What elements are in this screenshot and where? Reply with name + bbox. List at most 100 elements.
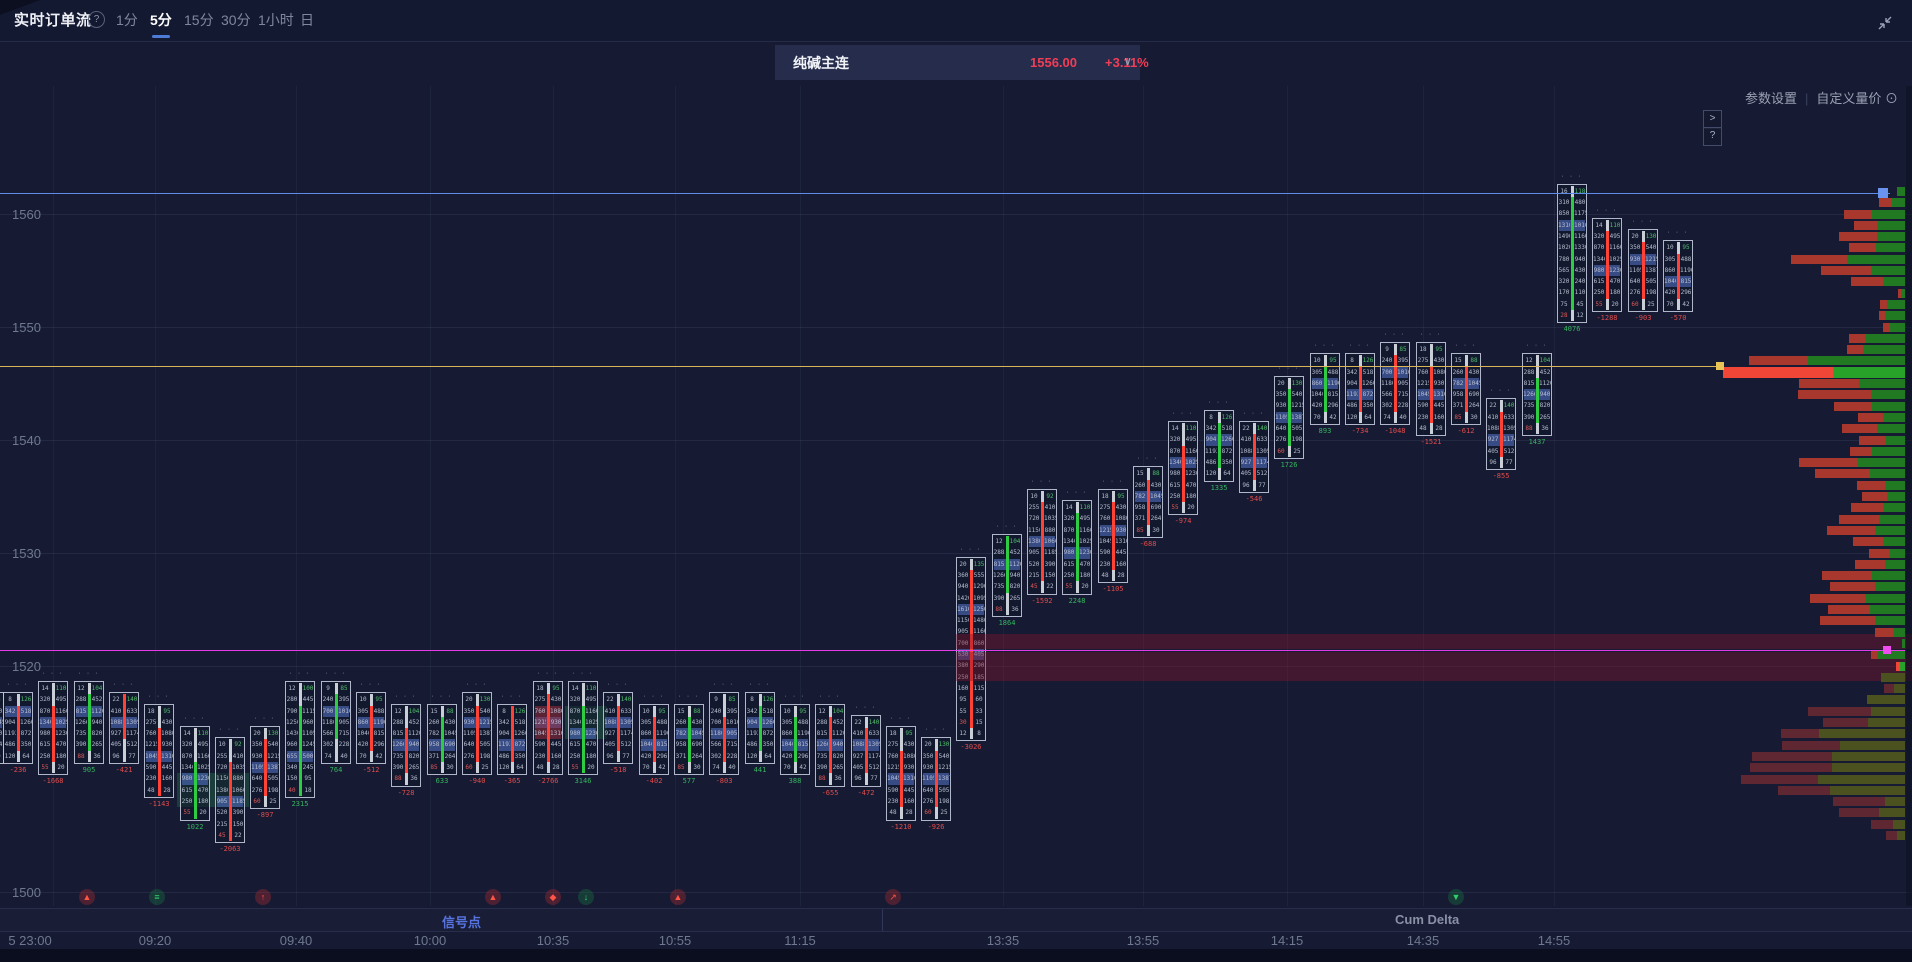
- footprint-candle[interactable]: 14 110 320 495 870 1160 1340 1025 980 1230 615 470 2…: [38, 680, 68, 776]
- bid-volume-cell: 22: [606, 696, 614, 704]
- signal-point-icon[interactable]: ↓: [578, 889, 594, 905]
- footprint-candle[interactable]: 18 95 275 430 760 1080 1215 930 1045 1310 590 445 23…: [533, 680, 563, 776]
- footprint-candle[interactable]: 9 85 240 395 700 1010 1180 905 566 715 302 228 74 40: [321, 680, 351, 765]
- signal-point-icon[interactable]: ◆: [545, 889, 561, 905]
- symbol-selector[interactable]: 纯碱主连 1556.00 +3.11% ∨: [775, 45, 1149, 80]
- footprint-candle[interactable]: 8 126 342 518 904 1260 1193 872 486 350 120 64: [1204, 409, 1234, 482]
- candle-body: [369, 705, 373, 751]
- footprint-candle[interactable]: 12 104 288 452 815 1120 1266 940 735 820 390 265 88 3…: [992, 534, 1022, 618]
- candle-top-markers: · · ·: [855, 703, 877, 711]
- footprint-candle[interactable]: 10 95 305 488 860 1190 1040 815 420 296 70 42: [780, 703, 810, 776]
- footprint-candle[interactable]: 12 104 288 452 815 1120 1266 940 735 820 390 265 88 3…: [391, 703, 421, 787]
- ask-volume-cell: 512: [868, 764, 880, 772]
- bid-volume-cell: 1105: [1275, 413, 1287, 421]
- tab-15分[interactable]: 15分: [184, 12, 214, 28]
- candle-body: [87, 694, 91, 751]
- signal-point-icon[interactable]: ▲: [670, 889, 686, 905]
- signal-point-icon[interactable]: ↗: [885, 889, 901, 905]
- settings-button[interactable]: 参数设置: [1744, 91, 1797, 106]
- signal-point-icon[interactable]: ▲: [485, 889, 501, 905]
- help-icon[interactable]: ?: [88, 11, 105, 28]
- footprint-candle[interactable]: 20 130 350 540 930 1215 1105 1387 640 505 276 198 60…: [250, 726, 280, 810]
- footprint-candle[interactable]: 10 95 305 488 860 1190 1040 815 420 296 70 42: [1663, 240, 1693, 313]
- tab-5分[interactable]: 5分: [150, 12, 172, 38]
- bid-volume-cell: 1193: [1346, 391, 1358, 399]
- footprint-candle[interactable]: 15 88 260 430 782 1045 958 690 371 264 85 30: [427, 703, 457, 776]
- tab-1小时[interactable]: 1小时: [258, 12, 294, 28]
- bid-volume-cell: 1180: [1381, 379, 1393, 387]
- panel-help-button[interactable]: ?: [1703, 127, 1722, 146]
- candle-body: [1570, 197, 1574, 311]
- volume-profile-buy-bar: [1871, 390, 1905, 400]
- footprint-candle[interactable]: 14 110 320 495 870 1160 1340 1025 980 1230 615 470 2…: [1168, 421, 1198, 516]
- footprint-candle[interactable]: 18 95 275 430 760 1080 1215 930 1045 1310 590 445 23…: [1416, 341, 1446, 437]
- footprint-candle[interactable]: 20 130 350 540 930 1215 1105 1387 640 505 276 198 60…: [1628, 228, 1658, 313]
- bid-volume-cell: 10: [642, 707, 650, 715]
- signal-point-icon[interactable]: ↑: [255, 889, 271, 905]
- footprint-candle[interactable]: 12 100 280 445 790 1115 1250 960 1430 1105 960 1245…: [285, 680, 315, 798]
- footprint-candle[interactable]: 8 126 342 518 904 1260 1193 872 486 350 120 64: [1345, 353, 1375, 426]
- footprint-candle[interactable]: 12 104 288 452 815 1120 1266 940 735 820 390 265 88 3…: [74, 680, 104, 765]
- footprint-candle[interactable]: 15 88 260 430 782 1045 958 690 371 264 85 30: [1451, 353, 1481, 426]
- footprint-candle[interactable]: 10 95 305 488 860 1190 1040 815 420 296 70 42: [356, 692, 386, 765]
- footprint-candle[interactable]: 15 88 260 430 782 1045 958 690 371 264 85 30: [1133, 466, 1163, 539]
- footprint-candle[interactable]: 12 104 288 452 815 1120 1266 940 735 820 390 265 88 3…: [815, 703, 845, 787]
- bid-volume-cell: 1193: [4, 730, 16, 738]
- footprint-candle[interactable]: 14 110 320 495 870 1160 1340 1025 980 1230 615 470 2…: [568, 680, 598, 776]
- ask-volume-cell: 95: [1435, 345, 1443, 353]
- footprint-candle[interactable]: 15 88 260 430 782 1045 958 690 371 264 85 30: [674, 703, 704, 776]
- signal-point-icon[interactable]: ≡: [149, 889, 165, 905]
- footprint-candle[interactable]: 9 85 240 395 700 1010 1180 905 566 715 302 228 74 40: [1380, 341, 1410, 426]
- signal-point-icon[interactable]: ▼: [1448, 889, 1464, 905]
- signal-point-icon[interactable]: ▲: [79, 889, 95, 905]
- ask-volume-cell: 1310: [903, 775, 915, 783]
- cum-delta-label[interactable]: Cum Delta: [1395, 912, 1460, 927]
- footprint-candle[interactable]: 10 95 305 488 860 1190 1040 815 420 296 70 42: [1310, 353, 1340, 426]
- bid-volume-cell: 980: [181, 775, 193, 783]
- footprint-candle[interactable]: 10 95 305 488 860 1190 1040 815 420 296 70 42: [639, 703, 669, 776]
- footprint-candle[interactable]: 12 104 288 452 815 1120 1266 940 735 820 390 265 88 3…: [1522, 353, 1552, 437]
- footprint-candle[interactable]: 20 130 350 540 930 1215 1105 1387 640 505 276 198 60…: [921, 737, 951, 821]
- ask-volume-cell: 872: [1362, 391, 1374, 399]
- ask-volume-cell: 1080: [1115, 515, 1127, 523]
- volume-profile-sell-bar: [1752, 751, 1832, 761]
- footprint-candle[interactable]: 16 118 310 480 850 1175 1310 1010 1490 1160 1020 13…: [1557, 183, 1587, 324]
- footprint-candle[interactable]: 14 110 320 495 870 1160 1340 1025 980 1230 615 470 2…: [1062, 500, 1092, 595]
- ask-volume-cell: 1230: [1609, 266, 1621, 274]
- footprint-candle[interactable]: 8 126 342 518 904 1260 1193 872 486 350 120 64: [3, 692, 33, 765]
- bid-volume-cell: 1045: [887, 775, 899, 783]
- footprint-candle[interactable]: 14 110 320 495 870 1160 1340 1025 980 1230 615 470 2…: [180, 726, 210, 821]
- footprint-candle[interactable]: 20 130 350 540 930 1215 1105 1387 640 505 276 198 60…: [462, 692, 492, 776]
- footprint-candle[interactable]: 8 126 342 518 904 1260 1193 872 486 350 120 64: [497, 703, 527, 776]
- alert-price-line-marker[interactable]: [1883, 646, 1891, 654]
- footprint-candle[interactable]: 9 85 240 395 700 1010 1180 905 566 715 302 228 74 40: [709, 692, 739, 776]
- eye-icon[interactable]: ⊙: [1884, 91, 1898, 106]
- signal-points-label[interactable]: 信号点: [442, 915, 482, 930]
- ask-volume-cell: 690: [0, 730, 3, 738]
- footprint-candle[interactable]: 14 110 320 495 870 1160 1340 1025 980 1230 615 470 2…: [1592, 217, 1622, 313]
- collapse-icon[interactable]: [1876, 14, 1894, 32]
- tab-日[interactable]: 日: [300, 12, 314, 28]
- footprint-candle[interactable]: 18 95 275 430 760 1080 1215 930 1045 1310 590 445 23…: [144, 703, 174, 798]
- footprint-candle[interactable]: 20 130 350 540 930 1215 1105 1387 640 505 276 198 60…: [1274, 375, 1304, 459]
- average-price-line-marker[interactable]: [1716, 362, 1724, 370]
- candle-body: [228, 762, 232, 842]
- ask-volume-cell: 1025: [197, 764, 209, 772]
- custom-volume-price-button[interactable]: 自定义量价: [1816, 91, 1882, 106]
- tab-30分[interactable]: 30分: [221, 12, 251, 28]
- tab-1分[interactable]: 1分: [116, 12, 138, 28]
- footprint-candle[interactable]: 18 95 275 430 760 1080 1215 930 1045 1310 590 445 23…: [886, 726, 916, 821]
- vwap-upper-line-marker[interactable]: [1878, 188, 1888, 198]
- bid-volume-cell: 275: [145, 718, 157, 726]
- footprint-candle[interactable]: 8 126 342 518 904 1260 1193 872 486 350 120 64: [745, 692, 775, 765]
- footprint-candle[interactable]: 18 95 275 430 760 1080 1215 930 1045 1310 590 445 23…: [1098, 488, 1128, 584]
- price-axis-label: 1550: [12, 320, 41, 335]
